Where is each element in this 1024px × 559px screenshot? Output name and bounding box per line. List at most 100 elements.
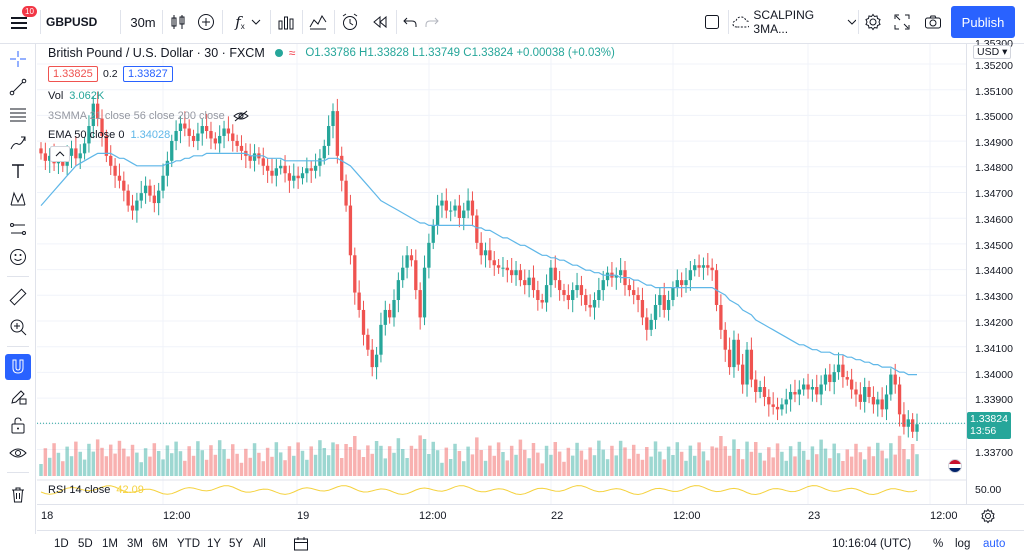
range-button-5d[interactable]: 5D bbox=[78, 538, 93, 550]
templates-button[interactable] bbox=[274, 8, 298, 36]
smma-legend[interactable]: 3SMMA 21 close 56 close 200 close bbox=[48, 108, 249, 123]
collapse-legend-button[interactable] bbox=[50, 146, 70, 162]
utc-clock[interactable]: 10:16:04 (UTC) bbox=[832, 538, 912, 550]
pattern-tool[interactable] bbox=[5, 186, 31, 212]
range-button-ytd[interactable]: YTD bbox=[177, 538, 200, 550]
candle-body bbox=[510, 270, 514, 276]
range-button-all[interactable]: All bbox=[253, 538, 266, 550]
bid-price-box[interactable]: 1.33825 bbox=[48, 66, 98, 82]
auto-toggle[interactable]: auto bbox=[983, 538, 1006, 550]
price-tick: 1.34700 bbox=[975, 188, 1013, 200]
layout-select-button[interactable] bbox=[700, 8, 724, 36]
snapshot-button[interactable] bbox=[921, 8, 945, 36]
trend-line-tool[interactable] bbox=[5, 74, 31, 100]
volume-bar bbox=[684, 460, 688, 476]
crosshair-tool[interactable] bbox=[5, 46, 31, 72]
candle-body bbox=[213, 138, 217, 144]
fx-icon: f bbox=[235, 13, 241, 31]
candle-body bbox=[889, 374, 893, 395]
magnet-tool[interactable] bbox=[5, 354, 31, 380]
candle-body bbox=[514, 270, 518, 276]
range-button-1y[interactable]: 1Y bbox=[207, 538, 222, 550]
range-button-1d[interactable]: 1D bbox=[54, 538, 69, 550]
menu-button[interactable]: 10 bbox=[4, 6, 37, 36]
text-tool[interactable] bbox=[5, 158, 31, 184]
candle-body bbox=[296, 175, 300, 179]
save-layout-button[interactable]: SCALPING 3MA... bbox=[732, 8, 856, 36]
fullscreen-button[interactable] bbox=[890, 8, 914, 36]
volume-bar bbox=[475, 437, 479, 476]
interval-button[interactable]: 30m bbox=[130, 14, 156, 30]
candle-body bbox=[427, 242, 431, 268]
volume-bar bbox=[52, 443, 56, 476]
candle-body bbox=[680, 280, 684, 286]
volume-bar bbox=[518, 439, 523, 476]
volume-bar bbox=[893, 454, 897, 476]
drawing-toolbar bbox=[0, 44, 36, 534]
price-chart[interactable] bbox=[37, 44, 966, 504]
volume-bar bbox=[265, 447, 270, 476]
rsi-legend[interactable]: RSI 14 close 42.09 bbox=[48, 482, 144, 497]
redo-button[interactable] bbox=[422, 8, 442, 36]
volume-bar bbox=[261, 461, 266, 476]
candle-body bbox=[518, 270, 523, 281]
candle-body bbox=[784, 399, 788, 405]
volume-bar bbox=[117, 440, 122, 476]
candle-body bbox=[632, 290, 636, 296]
ema-legend[interactable]: EMA 50 close 0 1.34028 bbox=[48, 127, 170, 142]
volume-bar bbox=[130, 444, 135, 476]
undo-button[interactable] bbox=[400, 8, 420, 36]
alert-button[interactable] bbox=[338, 8, 362, 36]
time-axis[interactable] bbox=[37, 504, 1024, 526]
lock-drawing-tool[interactable] bbox=[5, 384, 31, 410]
volume-bar bbox=[575, 442, 579, 476]
goto-date-button[interactable] bbox=[293, 536, 309, 552]
candle-body bbox=[96, 103, 100, 119]
alert-chart-button[interactable] bbox=[306, 8, 330, 36]
candle-body bbox=[762, 387, 767, 397]
volume-bar bbox=[675, 442, 680, 476]
range-button-5y[interactable]: 5Y bbox=[229, 538, 244, 550]
candle-body bbox=[557, 280, 562, 291]
volume-bar bbox=[305, 459, 309, 476]
volume-bar bbox=[701, 451, 706, 476]
candle-body bbox=[553, 267, 557, 281]
volume-bar bbox=[335, 444, 340, 476]
icon-tool[interactable] bbox=[5, 244, 31, 270]
symbol-search[interactable]: GBPUSD bbox=[46, 15, 98, 29]
ohlc-values: O1.33786 H1.33828 L1.33749 C1.33824 +0.0… bbox=[305, 47, 615, 59]
volume-legend[interactable]: Vol 3.062K bbox=[48, 88, 104, 103]
measure-tool[interactable] bbox=[5, 284, 31, 310]
range-button-6m[interactable]: 6M bbox=[152, 538, 168, 550]
range-button-1m[interactable]: 1M bbox=[102, 538, 118, 550]
volume-bar bbox=[418, 435, 422, 476]
current-price-label: 1.33824 13:56 bbox=[967, 412, 1011, 439]
replay-button[interactable] bbox=[368, 8, 392, 36]
currency-selector[interactable]: USD ▾ bbox=[973, 45, 1012, 59]
publish-button[interactable]: Publish bbox=[951, 6, 1015, 38]
settings-button[interactable] bbox=[861, 8, 885, 36]
lock-tool[interactable] bbox=[5, 412, 31, 438]
layout-name: SCALPING 3MA... bbox=[753, 8, 815, 36]
candle-style-button[interactable] bbox=[166, 8, 190, 36]
volume-bar bbox=[649, 456, 653, 476]
volume-bar bbox=[191, 455, 196, 476]
candle-body bbox=[196, 133, 200, 141]
zoom-tool[interactable] bbox=[5, 314, 31, 340]
fib-tool[interactable] bbox=[5, 102, 31, 128]
chart-settings-button[interactable] bbox=[980, 508, 996, 524]
percent-toggle[interactable]: % bbox=[933, 538, 944, 550]
volume-bar bbox=[662, 459, 666, 476]
remove-drawings-tool[interactable] bbox=[5, 482, 31, 508]
log-toggle[interactable]: log bbox=[955, 538, 971, 550]
volume-bar bbox=[278, 452, 283, 476]
range-button-3m[interactable]: 3M bbox=[127, 538, 143, 550]
candle-body bbox=[39, 148, 43, 154]
hide-drawings-tool[interactable] bbox=[5, 440, 31, 466]
compare-button[interactable] bbox=[194, 8, 218, 36]
prediction-tool[interactable] bbox=[5, 216, 31, 242]
brush-tool[interactable] bbox=[5, 130, 31, 156]
volume-bar bbox=[396, 438, 401, 476]
ask-price-box[interactable]: 1.33827 bbox=[123, 66, 173, 82]
